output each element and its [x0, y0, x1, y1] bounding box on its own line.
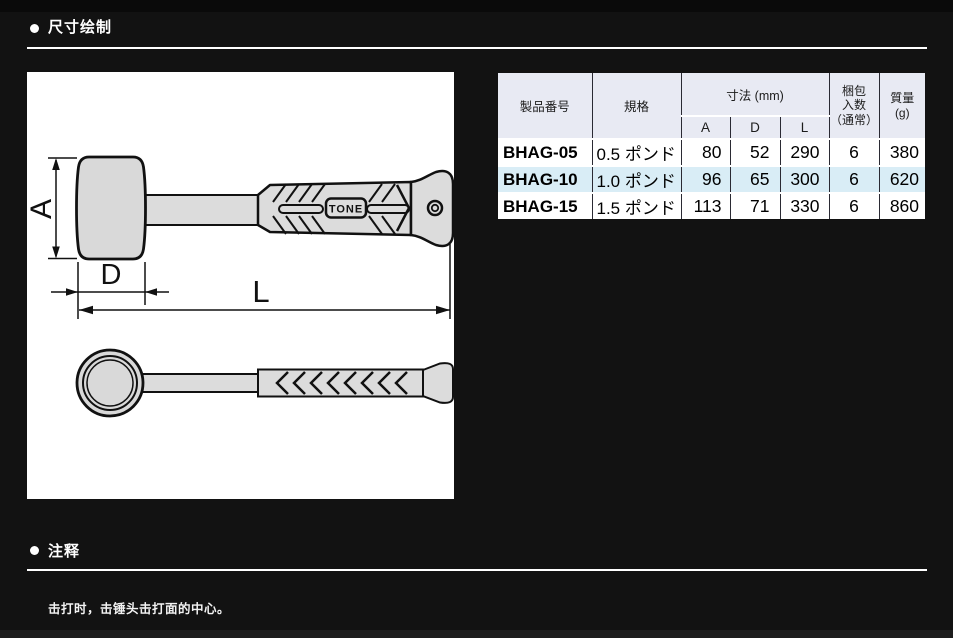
- cell-pack: 6: [828, 166, 880, 194]
- cell-dim-l: 330: [779, 193, 830, 219]
- cell-dim-a: 80: [680, 139, 730, 167]
- dim-d: D: [51, 259, 169, 319]
- header-dim-a: A: [680, 116, 730, 140]
- top-edge-strip: [0, 0, 953, 12]
- dim-l-label: L: [252, 274, 269, 309]
- top-shaft: [140, 373, 259, 393]
- cell-model: BHAG-05: [498, 139, 592, 167]
- cell-dim-d: 65: [729, 166, 780, 194]
- table-row: BHAG-10 1.0 ポンド 96 65 300 6 620: [498, 166, 926, 194]
- hanging-hole-icon: [426, 199, 444, 217]
- cell-dim-l: 300: [779, 166, 830, 194]
- top-grip: [257, 368, 424, 398]
- cell-mass: 620: [878, 166, 926, 194]
- dim-a-label: A: [27, 199, 58, 219]
- brand-badge: [324, 197, 368, 219]
- cell-spec: 0.5 ポンド: [591, 139, 681, 167]
- spec-table-wrapper: 製品番号 規格 寸法 (mm) 梱包 入数 （通常） 質量 (g) A D L …: [498, 73, 926, 219]
- section-bullet-notes: [30, 546, 39, 555]
- section-bullet-dimensions: [30, 24, 39, 33]
- dim-d-label: D: [101, 259, 122, 291]
- top-end-flare: [422, 362, 454, 404]
- cell-model: BHAG-10: [498, 166, 592, 194]
- grip-slot-left: [278, 204, 324, 214]
- section-divider: [27, 569, 927, 571]
- cell-mass: 860: [878, 193, 926, 219]
- cell-model: BHAG-15: [498, 193, 592, 219]
- cell-dim-l: 290: [779, 139, 830, 167]
- hanging-hole-inner: [430, 203, 440, 213]
- cell-spec: 1.5 ポンド: [591, 193, 681, 219]
- top-head-ring: [82, 355, 138, 411]
- cell-dim-d: 71: [729, 193, 780, 219]
- cell-dim-d: 52: [729, 139, 780, 167]
- cell-dim-a: 113: [680, 193, 730, 219]
- dimension-annotations: A D L: [25, 157, 451, 319]
- cell-pack: 6: [828, 193, 880, 219]
- section-title-dimensions: 尺寸绘制: [48, 19, 113, 36]
- cell-mass: 380: [878, 139, 926, 167]
- hammer-technical-drawing: TONE: [25, 155, 455, 418]
- top-view: [75, 348, 454, 418]
- hammer-head: [75, 155, 147, 261]
- bottom-edge-strip: [0, 630, 953, 638]
- handle-shaft: [142, 194, 259, 226]
- dim-a: A: [25, 157, 77, 260]
- grip-slot-right: [366, 204, 410, 214]
- cell-pack: 6: [828, 139, 880, 167]
- grip-end-chevron: [395, 184, 411, 232]
- header-dim-l: L: [779, 116, 830, 140]
- header-pack: 梱包 入数 （通常）: [828, 73, 880, 140]
- section-divider: [27, 47, 927, 49]
- header-mass: 質量 (g): [878, 73, 926, 140]
- cell-dim-a: 96: [680, 166, 730, 194]
- table-row: BHAG-05 0.5 ポンド 80 52 290 6 380: [498, 139, 926, 167]
- table-row: BHAG-15 1.5 ポンド 113 71 330 6 860: [498, 193, 926, 219]
- top-head-inner-ring: [86, 359, 134, 407]
- drawing-panel: TONE: [25, 72, 455, 499]
- header-spec: 規格: [591, 73, 681, 140]
- cell-spec: 1.0 ポンド: [591, 166, 681, 194]
- brand-label: TONE: [329, 204, 363, 216]
- header-dims-group: 寸法 (mm): [680, 73, 830, 117]
- header-dim-d: D: [729, 116, 780, 140]
- dim-l: L: [79, 244, 451, 319]
- section-title-notes: 注释: [48, 543, 81, 560]
- grip-hatch-top: [272, 183, 396, 203]
- header-model: 製品番号: [498, 73, 592, 140]
- note-text: 击打时，击锤头击打面的中心。: [48, 602, 231, 616]
- top-grip-chevrons: [275, 371, 408, 395]
- side-view: TONE: [75, 155, 455, 261]
- spec-table: 製品番号 規格 寸法 (mm) 梱包 入数 （通常） 質量 (g) A D L …: [498, 73, 926, 219]
- grip-hatch-bottom: [272, 215, 396, 235]
